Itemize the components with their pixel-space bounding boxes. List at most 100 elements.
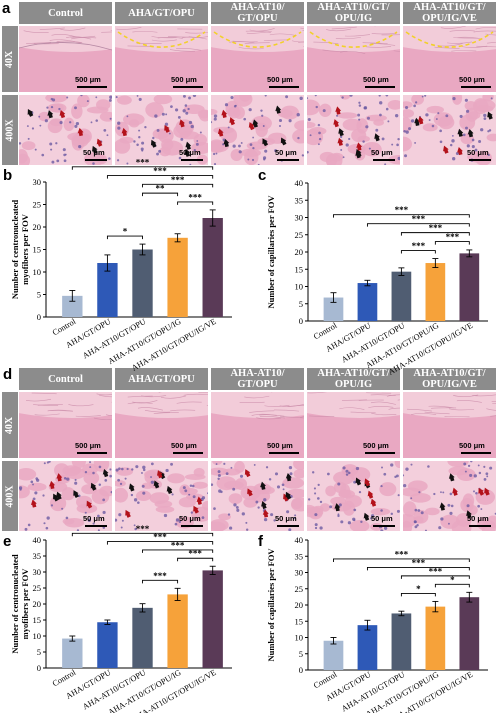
significance-label: *** <box>395 549 409 559</box>
y-tick-label: 25 <box>33 200 42 210</box>
histology-image-low-3 <box>211 392 304 458</box>
significance-bracket <box>142 183 214 188</box>
y-tick-label: 10 <box>295 282 304 292</box>
magnification-label-40x: 40X <box>2 392 18 458</box>
y-tick-label: 10 <box>33 631 42 641</box>
scale-bar <box>469 159 491 161</box>
scale-bar-label: 500 μm <box>267 75 293 84</box>
significance-bracket <box>106 175 214 179</box>
significance-label: *** <box>188 549 202 559</box>
y-axis-label: Number of centronucleatedmyofibers per F… <box>10 200 30 300</box>
scale-bar <box>469 525 491 527</box>
significance-label: *** <box>429 223 443 233</box>
bar-5 <box>202 570 223 668</box>
scale-bar <box>269 452 299 454</box>
bar-1 <box>62 638 83 668</box>
bar-2 <box>97 263 118 317</box>
y-tick-label: 15 <box>295 264 304 274</box>
scale-bar <box>269 86 299 88</box>
column-header-2: AHA/GT/OPU <box>115 2 208 24</box>
panel-letter-a: a <box>2 0 11 17</box>
significance-bracket <box>400 250 436 254</box>
y-tick-label: 20 <box>295 247 304 257</box>
histology-image-high-1 <box>19 461 112 531</box>
histology-image-low-1 <box>19 26 112 92</box>
significance-bracket <box>177 557 214 562</box>
y-tick-label: 30 <box>33 177 42 187</box>
scale-bar <box>85 159 107 161</box>
histology-image-low-3 <box>211 26 304 92</box>
scale-bar-label: 500 μm <box>363 441 389 450</box>
bar-3 <box>132 607 153 668</box>
y-tick-label: 0 <box>299 316 303 326</box>
scale-bar <box>181 159 203 161</box>
bar-3 <box>132 249 153 317</box>
y-tick-label: 5 <box>37 290 41 300</box>
y-tick-label: 35 <box>295 551 304 561</box>
scale-bar-label: 50 μm <box>467 148 489 157</box>
column-header-4: AHA-AT10/GT/ OPU/IG <box>307 2 400 24</box>
y-tick-label: 25 <box>295 584 304 594</box>
column-header-2: AHA/GT/OPU <box>115 368 208 390</box>
y-axis-label: Number of capillaries per FOV <box>266 548 276 662</box>
y-axis-label: Number of centronucleatedmyofibers per F… <box>10 554 30 654</box>
column-header-5: AHA-AT10/GT/ OPU/IG/VE <box>403 368 496 390</box>
scale-bar-label: 500 μm <box>171 441 197 450</box>
scale-bar <box>461 86 491 88</box>
significance-label: ** <box>156 184 166 194</box>
histology-image-high-2 <box>115 461 208 531</box>
significance-label: *** <box>395 205 409 215</box>
scale-bar <box>277 159 299 161</box>
scale-bar-label: 500 μm <box>171 75 197 84</box>
y-tick-label: 5 <box>299 649 303 659</box>
histology-panel-a: Control AHA/GT/OPU AHA-AT10/ GT/OPU AHA-AT1… <box>0 0 500 166</box>
scale-bar-label: 50 μm <box>467 514 489 523</box>
significance-bracket <box>434 241 470 245</box>
significance-label: * <box>450 575 455 585</box>
scale-bar <box>277 525 299 527</box>
scale-bar <box>173 86 203 88</box>
bar-3 <box>391 613 412 670</box>
y-tick-label: 10 <box>295 633 304 643</box>
y-tick-label: 40 <box>295 178 304 188</box>
histology-panel-d: Control AHA/GT/OPU AHA-AT10/ GT/OPU AHA-AT1… <box>0 366 500 532</box>
significance-label: *** <box>446 232 460 242</box>
panel-letter-d: d <box>3 366 13 383</box>
y-tick-label: 20 <box>33 222 42 232</box>
significance-label: *** <box>429 566 443 576</box>
significance-bracket <box>106 541 214 545</box>
y-tick-label: 0 <box>37 663 41 673</box>
histology-image-high-3 <box>211 95 304 165</box>
y-tick-label: 10 <box>33 267 42 277</box>
significance-label: *** <box>153 166 167 176</box>
significance-label: * <box>123 227 128 237</box>
y-tick-label: 30 <box>295 568 304 578</box>
significance-label: *** <box>412 241 426 251</box>
bar-1 <box>62 295 83 317</box>
bar-5 <box>459 597 480 670</box>
significance-bracket <box>177 201 214 205</box>
significance-bracket <box>400 575 470 579</box>
histology-image-low-1 <box>19 392 112 458</box>
scale-bar <box>77 86 107 88</box>
scale-bar <box>181 525 203 527</box>
y-axis-label: Number of capillaries per FOV <box>266 195 276 309</box>
scale-bar <box>373 525 395 527</box>
significance-label: *** <box>412 558 426 568</box>
y-tick-label: 0 <box>299 665 303 675</box>
panel-letter-c: c <box>258 167 267 184</box>
y-tick-label: 25 <box>33 583 42 593</box>
scale-bar <box>365 86 395 88</box>
scale-bar <box>77 452 107 454</box>
significance-bracket <box>71 166 214 170</box>
bar-4 <box>425 263 446 321</box>
histology-image-low-2 <box>115 392 208 458</box>
bar-1 <box>323 297 344 321</box>
scale-bar-label: 50 μm <box>371 514 393 523</box>
histology-image-low-4 <box>307 392 400 458</box>
scale-bar-label: 500 μm <box>75 75 101 84</box>
bar-4 <box>167 594 188 668</box>
significance-bracket <box>71 532 214 537</box>
scale-bar-label: 50 μm <box>371 148 393 157</box>
panel-letter-b: b <box>3 167 13 184</box>
